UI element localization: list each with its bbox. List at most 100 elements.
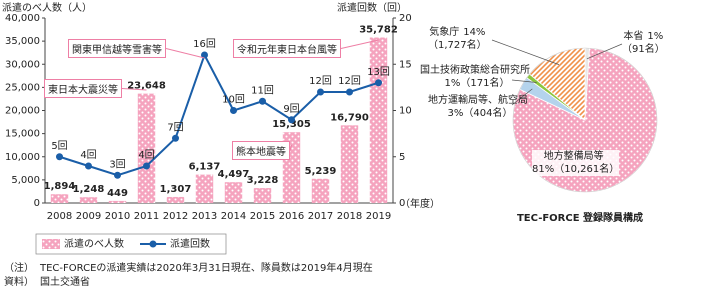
pie-value-label: 14%	[463, 27, 486, 38]
y-tick-label: 25,000	[5, 82, 40, 93]
pie-leader	[511, 79, 537, 83]
bar-value-label: 35,782	[359, 25, 398, 36]
bar-value-label: 16,790	[330, 112, 369, 123]
x-tick-label: 2019	[366, 211, 391, 222]
note-label: （注）	[4, 262, 34, 275]
pie-category: 地方整備局等	[543, 151, 604, 162]
pie-count-label: （10,261名）	[554, 164, 620, 175]
bar	[137, 93, 156, 203]
line-value-label: 3回	[109, 158, 125, 170]
annotation: 東日本大震災等	[44, 79, 122, 98]
note-text: 国土交通省	[40, 276, 90, 289]
bar-value-label: 23,648	[127, 81, 166, 92]
y2-tick-label: 20	[399, 13, 412, 24]
line	[59, 52, 379, 177]
pie-label: 地方運輸局等、航空局 3%（404名）	[428, 94, 532, 120]
line-value-label: 12回	[309, 75, 332, 87]
pie-count-label: （91名）	[622, 44, 665, 55]
x-tick-label: 2016	[279, 211, 304, 222]
bar-value-label: 15,305	[272, 119, 311, 130]
line-point	[259, 97, 266, 105]
annotation-leader	[165, 48, 205, 59]
line-value-label: 4回	[138, 149, 154, 161]
bar	[311, 178, 330, 203]
x-tick-label: 2018	[337, 211, 362, 222]
annotation-leader	[289, 144, 292, 151]
legend-swatch	[42, 239, 60, 249]
y-tick-label: 20,000	[5, 106, 40, 117]
note-label-text: （注）	[4, 263, 34, 274]
pie-value-label: 1%	[444, 78, 461, 89]
y-tick-label: 40,000	[5, 13, 40, 24]
pie-leader	[491, 39, 560, 65]
line-value-label: 9回	[283, 103, 299, 115]
line-point	[114, 171, 121, 179]
bar	[50, 194, 69, 203]
x-axis-title: （年度）	[400, 197, 440, 210]
pie-label: 本省 1% （91名）	[622, 30, 665, 56]
bar-value-label: 5,239	[305, 166, 337, 177]
annotation-text: 令和元年東日本台風等	[237, 45, 337, 56]
bar	[369, 37, 388, 203]
y-tick-label: 30,000	[5, 59, 40, 70]
pie-label: 地方整備局等 81%（10,261名）	[532, 150, 620, 176]
pie-category: 気象庁	[429, 27, 460, 38]
pie-label: 国土技術政策総合研究所 1%（171名）	[420, 64, 534, 90]
x-tick-label: 2009	[76, 211, 101, 222]
legend-label: 派遣回数	[170, 237, 210, 250]
annotation: 関東甲信越等雪害等	[68, 39, 166, 58]
bar-value-label: 1,307	[160, 184, 192, 195]
bar-value-label: 449	[107, 188, 128, 199]
annotation: 令和元年東日本台風等	[233, 39, 341, 58]
y-tick-label: 10,000	[5, 152, 40, 163]
pie-leader	[511, 88, 533, 106]
bar	[195, 174, 214, 203]
bar-value-label: 3,228	[247, 175, 279, 186]
x-tick-label: 2011	[134, 211, 159, 222]
line-point	[201, 51, 208, 59]
line-value-label: 11回	[251, 84, 274, 96]
line-value-label: 10回	[222, 94, 245, 106]
note-text: TEC-FORCEの派遣実績は2020年3月31日現在、隊員数は2019年4月現…	[40, 262, 373, 275]
x-tick-label: 2013	[192, 211, 217, 222]
line-value-label: 12回	[338, 75, 361, 87]
pie-category: 地方運輸局等、航空局	[428, 95, 528, 106]
x-tick-label: 2014	[221, 211, 246, 222]
pie-value-label: 1%	[647, 31, 664, 42]
y-tick-label: 35,000	[5, 36, 40, 47]
x-tick-label: 2015	[250, 211, 275, 222]
y2-tick-label: 15	[399, 59, 412, 70]
pie-count-label: （171名）	[460, 78, 510, 89]
x-tick-label: 2012	[163, 211, 188, 222]
pie-outline	[512, 47, 658, 193]
line-value-label: 4回	[80, 149, 96, 161]
line-point	[143, 162, 150, 170]
bar	[224, 182, 243, 203]
legend-label: 派遣のべ人数	[64, 237, 124, 250]
pie-title: TEC-FORCE 登録隊員構成	[517, 211, 643, 224]
line-value-label: 13回	[367, 66, 390, 78]
note-body: 国土交通省	[40, 277, 90, 288]
line-point	[172, 134, 179, 142]
line-point	[346, 88, 353, 96]
pie-label: 気象庁 14% （1,727名）	[428, 26, 487, 52]
annotation-leader	[340, 39, 379, 49]
line-value-label: 5回	[51, 140, 67, 152]
line-point	[288, 116, 295, 124]
y-tick-label: 0	[34, 198, 40, 209]
y-tick-label: 5,000	[11, 175, 40, 186]
legend-marker	[149, 240, 157, 248]
annotation-leader	[121, 88, 147, 91]
x-tick-label: 2010	[105, 211, 130, 222]
line-point	[56, 153, 63, 161]
bar	[79, 197, 98, 203]
x-tick-label: 2017	[308, 211, 333, 222]
note-label-text: 資料）	[4, 277, 34, 288]
bar	[108, 200, 127, 203]
line-point	[85, 162, 92, 170]
y2-axis-title: 派遣回数（回）	[337, 1, 407, 14]
pie-value-label: 81%	[532, 164, 555, 175]
line-point	[317, 88, 324, 96]
